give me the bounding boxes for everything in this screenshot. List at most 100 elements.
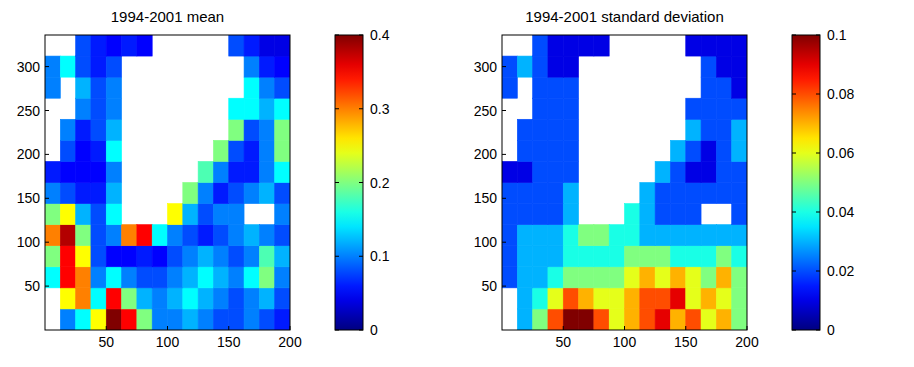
heat-cell <box>548 246 563 267</box>
colorbar-tick <box>359 35 363 36</box>
heat-cell <box>183 309 198 330</box>
y-tick <box>502 242 506 243</box>
heat-cell <box>76 119 91 140</box>
heat-cell <box>76 225 91 246</box>
heat-cell <box>640 246 655 267</box>
heat-cell <box>686 183 701 204</box>
heat-cell <box>45 246 60 267</box>
heat-cell <box>244 225 259 246</box>
heat-cell <box>259 309 274 330</box>
heat-cell <box>609 267 624 288</box>
colorbar-tick <box>816 212 820 213</box>
heat-cell <box>76 183 91 204</box>
heat-cell <box>732 56 747 77</box>
colorbar-tick-label: 0.1 <box>827 27 847 43</box>
heat-cell <box>259 56 274 77</box>
heat-cell <box>152 288 167 309</box>
heat-cell <box>152 309 167 330</box>
heat-cell <box>168 267 183 288</box>
y-tick <box>502 286 506 287</box>
heat-cell <box>701 309 716 330</box>
heat-cell <box>670 267 685 288</box>
heat-cell <box>533 204 548 225</box>
plot-background <box>502 35 747 330</box>
heat-cell <box>548 309 563 330</box>
heat-cell <box>670 288 685 309</box>
heat-cell <box>579 309 594 330</box>
colorbar-tick <box>359 256 363 257</box>
heat-cell <box>168 204 183 225</box>
heat-cell <box>91 267 106 288</box>
heat-cell <box>183 267 198 288</box>
colorbar-tick-label: 0.08 <box>827 86 854 102</box>
y-tick <box>45 198 49 199</box>
colorbar-tick-label: 0.1 <box>370 248 390 264</box>
heat-cell <box>701 35 716 56</box>
figure: 50100150200501001502002503001994-2001 me… <box>0 0 914 367</box>
heat-cell <box>701 246 716 267</box>
heat-cell <box>625 288 640 309</box>
heat-cell <box>686 204 701 225</box>
heat-cell <box>670 309 685 330</box>
heat-cell <box>533 288 548 309</box>
colorbar-tick-label: 0.04 <box>827 204 854 220</box>
heat-cell <box>517 225 532 246</box>
heat-cell <box>579 288 594 309</box>
heat-cell <box>625 267 640 288</box>
heat-cell <box>640 204 655 225</box>
heat-cell <box>244 161 259 182</box>
heat-cell <box>563 35 578 56</box>
heat-cell <box>701 225 716 246</box>
heat-cell <box>548 288 563 309</box>
heat-cell <box>60 119 75 140</box>
heat-cell <box>640 225 655 246</box>
heat-cell <box>502 161 517 182</box>
heat-cell <box>122 225 137 246</box>
colorbar-tick <box>816 94 820 95</box>
heat-cell <box>122 267 137 288</box>
heat-cell <box>76 288 91 309</box>
heat-cell <box>517 204 532 225</box>
heat-cell <box>563 267 578 288</box>
heat-cell <box>701 77 716 98</box>
colorbar-tick <box>335 330 339 331</box>
heat-cell <box>563 98 578 119</box>
colorbar-tick <box>792 35 796 36</box>
heat-cell <box>259 119 274 140</box>
heat-cell <box>60 267 75 288</box>
heat-cell <box>640 267 655 288</box>
heat-cell <box>76 98 91 119</box>
x-tick <box>563 326 564 330</box>
heat-cell <box>686 119 701 140</box>
colorbar-tick <box>816 153 820 154</box>
heat-cell <box>259 140 274 161</box>
heat-cell <box>716 309 731 330</box>
heat-cell <box>548 204 563 225</box>
heat-cell <box>640 309 655 330</box>
heat-cell <box>106 309 121 330</box>
heat-cell <box>229 98 244 119</box>
heat-cell <box>60 246 75 267</box>
colorbar-tick <box>792 94 796 95</box>
heat-cell <box>502 246 517 267</box>
heat-cell <box>563 225 578 246</box>
heat-cell <box>594 309 609 330</box>
heat-cell <box>229 204 244 225</box>
heat-cell <box>106 56 121 77</box>
y-tick-label: 150 <box>474 190 498 206</box>
heat-cell <box>686 267 701 288</box>
heat-cell <box>686 225 701 246</box>
heat-cell <box>76 140 91 161</box>
heat-cell <box>533 246 548 267</box>
heat-cell <box>168 246 183 267</box>
x-tick-label: 100 <box>613 334 637 350</box>
heat-cell <box>579 246 594 267</box>
heat-cell <box>655 225 670 246</box>
heat-cell <box>168 288 183 309</box>
heat-cell <box>76 161 91 182</box>
colorbar-tick <box>359 330 363 331</box>
heat-cell <box>244 140 259 161</box>
heat-cell <box>670 140 685 161</box>
heat-cell <box>609 246 624 267</box>
heat-cell <box>259 288 274 309</box>
